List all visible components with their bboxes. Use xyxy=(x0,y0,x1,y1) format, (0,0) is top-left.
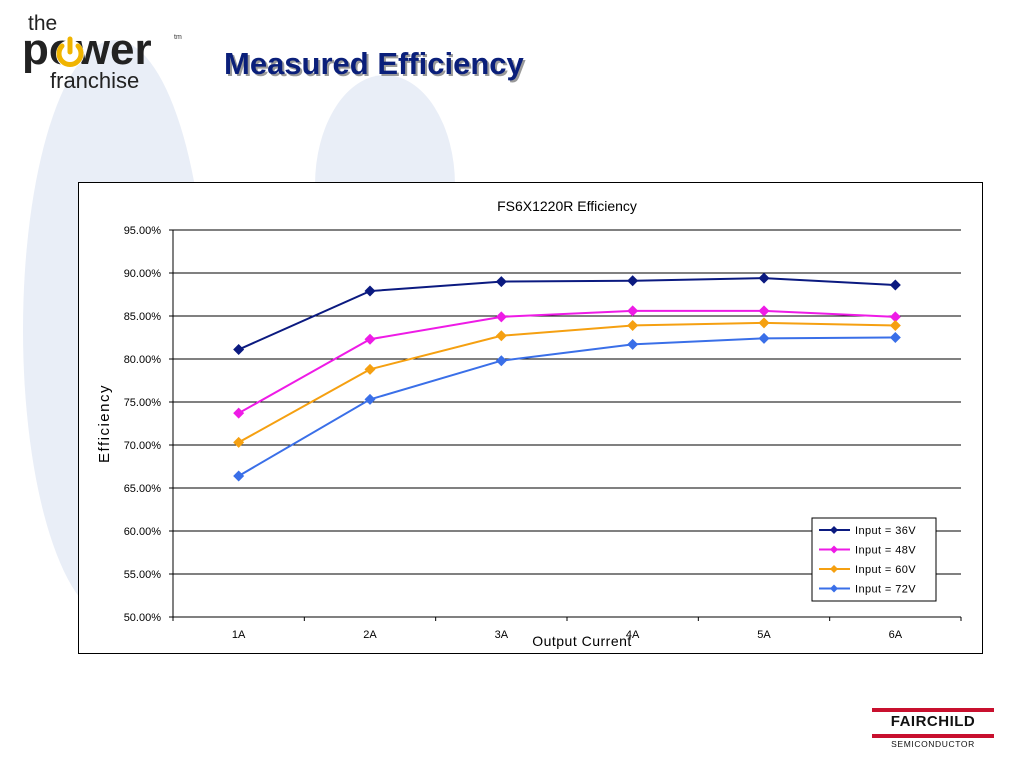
series-line-4 xyxy=(238,336,896,477)
series-1-point xyxy=(364,285,376,297)
logo-tm-text: tm xyxy=(174,34,182,41)
series-4-point xyxy=(889,332,901,343)
series-4-point xyxy=(233,470,245,482)
series-2-point xyxy=(889,311,901,323)
series-3-point xyxy=(364,363,376,375)
series-2-point xyxy=(627,305,639,317)
y-tick-label: 65.00% xyxy=(124,483,162,495)
series-2-point xyxy=(758,305,770,317)
y-tick-label: 60.00% xyxy=(124,526,162,538)
y-tick-label: 55.00% xyxy=(124,569,162,581)
legend-label-1: Input = 36V xyxy=(855,525,916,537)
x-axis-label: Output Current xyxy=(532,633,632,649)
series-4-point xyxy=(495,355,507,367)
series-1-point xyxy=(627,275,639,287)
series-1-point xyxy=(889,279,901,291)
series-2-point xyxy=(495,311,507,323)
series-3-point xyxy=(889,319,901,331)
series-line-2 xyxy=(238,309,896,415)
power-franchise-logo: the power franchise tm xyxy=(22,12,192,93)
x-tick-label: 1A xyxy=(232,629,246,641)
y-tick-label: 50.00% xyxy=(124,612,162,624)
x-tick-label: 5A xyxy=(757,629,771,641)
y-tick-label: 85.00% xyxy=(124,311,162,323)
logo-the-text: the xyxy=(28,12,58,35)
page-title: Measured Efficiency xyxy=(224,46,524,81)
legend-label-4: Input = 72V xyxy=(855,584,916,596)
logo-power-text: power xyxy=(22,25,152,74)
fairchild-logo-name: FAIRCHILD xyxy=(890,713,976,730)
series-line-3 xyxy=(238,321,896,444)
series-3-point xyxy=(233,436,245,448)
y-axis-label: Efficiency xyxy=(96,384,113,463)
series-3-point xyxy=(627,319,639,331)
series-1-point xyxy=(233,344,245,356)
x-tick-label: 6A xyxy=(889,629,903,641)
series-4-point xyxy=(364,393,376,405)
fairchild-logo-sub: SEMICONDUCTOR xyxy=(891,739,975,749)
fairchild-logo-top-bar xyxy=(872,708,994,712)
y-tick-label: 95.00% xyxy=(124,225,162,237)
series-1-point xyxy=(495,276,507,288)
y-tick-label: 75.00% xyxy=(124,397,162,409)
x-tick-label: 4A xyxy=(626,629,640,641)
logo-franchise-text: franchise xyxy=(50,68,140,93)
legend-marker-3 xyxy=(830,565,838,573)
fairchild-logo: FAIRCHILD SEMICONDUCTOR xyxy=(872,708,996,750)
series-line-1 xyxy=(238,277,896,351)
legend-marker-1 xyxy=(830,526,838,534)
legend-label-2: Input = 48V xyxy=(855,545,916,557)
series-2-point xyxy=(364,333,376,345)
chart-title: FS6X1220R Efficiency xyxy=(497,198,637,214)
y-tick-label: 90.00% xyxy=(124,268,162,280)
y-tick-label: 70.00% xyxy=(124,440,162,452)
x-tick-label: 3A xyxy=(495,629,509,641)
series-1-point xyxy=(758,272,770,284)
series-4-point xyxy=(627,338,639,350)
power-button-icon xyxy=(56,36,84,68)
series-3-point xyxy=(495,330,507,342)
legend-marker-2 xyxy=(830,545,838,554)
y-tick-label: 80.00% xyxy=(124,354,162,366)
efficiency-chart: FS6X1220R Efficiency 50.00% 55.00% 60.00% 65… xyxy=(96,198,962,649)
fairchild-logo-mid-bar xyxy=(872,734,994,738)
x-tick-label: 2A xyxy=(363,629,377,641)
legend-label-3: Input = 60V xyxy=(855,564,916,576)
series-2-point xyxy=(233,407,245,419)
legend-marker-4 xyxy=(830,584,838,593)
series-3-point xyxy=(758,317,770,329)
series-4-point xyxy=(758,332,770,344)
chart-frame: FS6X1220R Efficiency 50.00% 55.00% 60.00% 65… xyxy=(78,182,983,654)
